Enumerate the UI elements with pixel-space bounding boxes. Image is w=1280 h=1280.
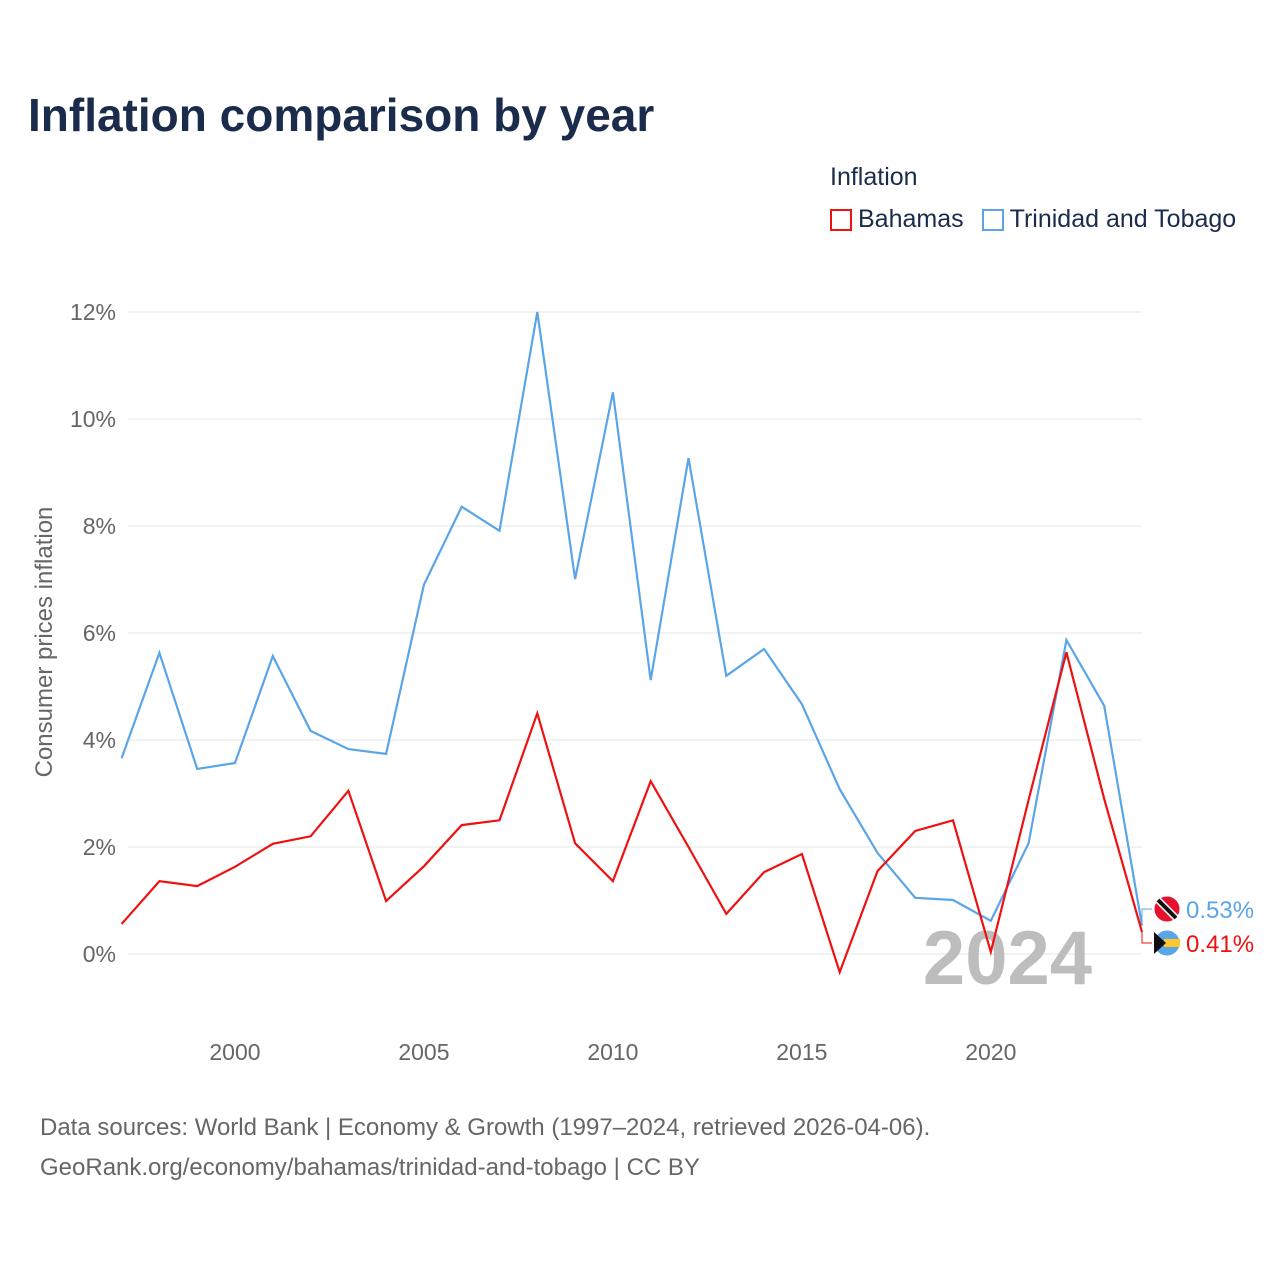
data-point[interactable]	[458, 503, 466, 511]
data-point[interactable]	[684, 843, 692, 851]
data-point[interactable]	[269, 840, 277, 848]
legend-item-trinidad[interactable]: Trinidad and Tobago	[981, 205, 1237, 234]
data-point[interactable]	[571, 839, 579, 847]
data-point[interactable]	[533, 308, 541, 316]
flag-stripe	[1156, 898, 1178, 920]
data-point[interactable]	[798, 850, 806, 858]
data-point[interactable]	[231, 863, 239, 871]
data-point[interactable]	[496, 816, 504, 824]
data-point[interactable]	[1025, 796, 1033, 804]
data-point[interactable]	[911, 827, 919, 835]
data-point[interactable]	[496, 527, 504, 535]
data-point[interactable]	[873, 867, 881, 875]
data-point[interactable]	[344, 745, 352, 753]
data-point[interactable]	[609, 877, 617, 885]
data-point[interactable]	[118, 754, 126, 762]
data-point[interactable]	[647, 777, 655, 785]
source-note: Data sources: World Bank | Economy & Gro…	[40, 1108, 930, 1188]
legend-title: Inflation	[830, 163, 918, 191]
data-point[interactable]	[911, 894, 919, 902]
data-point[interactable]	[760, 868, 768, 876]
y-tick-label: 10%	[70, 406, 116, 432]
x-tick-label: 2000	[209, 1039, 260, 1065]
data-point[interactable]	[1100, 795, 1108, 803]
data-point[interactable]	[949, 816, 957, 824]
data-point[interactable]	[420, 862, 428, 870]
data-point[interactable]	[344, 787, 352, 795]
y-tick-label: 0%	[83, 941, 116, 967]
data-point[interactable]	[873, 849, 881, 857]
data-point[interactable]	[722, 672, 730, 680]
data-point[interactable]	[609, 388, 617, 396]
data-point[interactable]	[571, 575, 579, 583]
data-point[interactable]	[1062, 636, 1070, 644]
data-point[interactable]	[1025, 839, 1033, 847]
data-point[interactable]	[382, 897, 390, 905]
legend-label: Bahamas	[858, 205, 964, 233]
data-point[interactable]	[1100, 702, 1108, 710]
data-point[interactable]	[269, 652, 277, 660]
data-point[interactable]	[1062, 648, 1070, 656]
flag-stripe	[1164, 939, 1180, 947]
data-point[interactable]	[987, 948, 995, 956]
series-line-bahamas	[120, 652, 1144, 976]
data-point[interactable]	[647, 676, 655, 684]
data-point[interactable]	[949, 896, 957, 904]
source-line-2[interactable]: GeoRank.org/economy/bahamas/trinidad-and…	[40, 1154, 700, 1181]
data-point[interactable]	[155, 877, 163, 885]
x-tick-label: 2020	[965, 1039, 1016, 1065]
data-point[interactable]	[118, 920, 126, 928]
data-point[interactable]	[231, 759, 239, 767]
source-line-1: Data sources: World Bank | Economy & Gro…	[40, 1114, 931, 1141]
y-tick-label: 4%	[83, 727, 116, 753]
data-point[interactable]	[307, 832, 315, 840]
x-tick-label: 2005	[398, 1039, 449, 1065]
data-point[interactable]	[684, 454, 692, 462]
end-value-label: 0.41%	[1186, 931, 1254, 958]
y-tick-label: 2%	[83, 834, 116, 860]
data-point[interactable]	[760, 645, 768, 653]
chart-title: Inflation comparison by year	[28, 89, 655, 141]
end-connector	[1141, 908, 1152, 926]
y-tick-label: 12%	[70, 299, 116, 325]
legend-label: Trinidad and Tobago	[1009, 205, 1237, 233]
data-point[interactable]	[836, 785, 844, 793]
data-point[interactable]	[798, 700, 806, 708]
end-connector	[1141, 932, 1152, 944]
y-tick-label: 8%	[83, 513, 116, 539]
data-point[interactable]	[155, 649, 163, 657]
legend-swatch-trinidad	[981, 208, 1004, 231]
end-value-label: 0.53%	[1186, 897, 1254, 924]
data-point[interactable]	[193, 765, 201, 773]
series-line-trinidad	[120, 311, 1144, 926]
y-tick-label: 6%	[83, 620, 116, 646]
x-tick-label: 2010	[587, 1039, 638, 1065]
data-point[interactable]	[987, 917, 995, 925]
legend-item-bahamas[interactable]: Bahamas	[830, 205, 964, 234]
legend-swatch-bahamas	[830, 208, 852, 231]
data-point[interactable]	[533, 709, 541, 717]
data-point[interactable]	[836, 968, 844, 976]
flag-triangle	[1154, 932, 1166, 954]
data-point[interactable]	[458, 821, 466, 829]
year-watermark: 2024	[923, 916, 1092, 1001]
data-point[interactable]	[193, 882, 201, 890]
legend: Bahamas Trinidad and Tobago	[830, 205, 1236, 234]
data-point[interactable]	[307, 727, 315, 735]
data-point[interactable]	[420, 581, 428, 589]
y-axis-label: Consumer prices inflation	[31, 507, 58, 778]
data-point[interactable]	[722, 910, 730, 918]
x-tick-label: 2015	[776, 1039, 827, 1065]
data-point[interactable]	[382, 750, 390, 758]
